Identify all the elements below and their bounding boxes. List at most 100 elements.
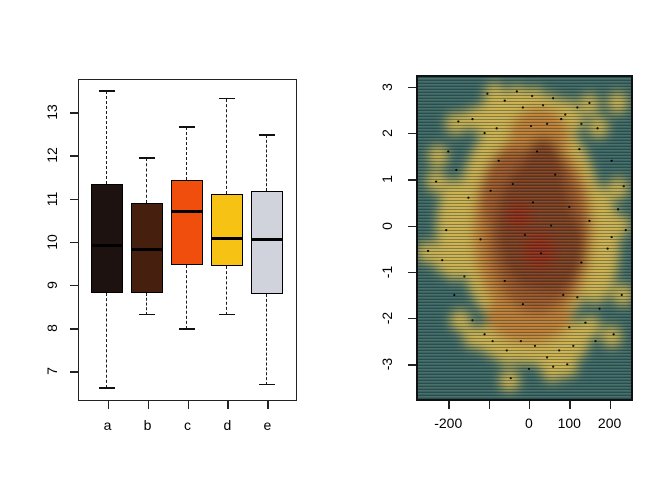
scatter-point	[435, 180, 438, 183]
density-x-tick--200	[448, 401, 450, 409]
y-tick-label-8: 8	[44, 324, 60, 333]
scatter-point	[503, 99, 506, 102]
whisker-lower-e	[266, 294, 268, 385]
scatter-point	[445, 229, 448, 232]
whisker-upper-d	[226, 98, 228, 195]
scatter-point	[606, 247, 609, 250]
staple-high-d	[218, 97, 235, 100]
y-tick-11	[70, 198, 78, 200]
scatter-point	[523, 233, 527, 236]
density-y-tick-label--2: -2	[379, 311, 395, 325]
whisker-upper-a	[106, 90, 108, 184]
scatter-point	[511, 182, 514, 185]
scatter-point	[541, 104, 545, 107]
x-tick-label-d: d	[223, 417, 232, 433]
scatter-point	[624, 229, 627, 232]
density-y-tick-label-0: 0	[379, 221, 395, 230]
scatter-point	[576, 296, 579, 299]
y-tick-label-12: 12	[44, 147, 60, 164]
scatter-point	[509, 377, 512, 380]
scatter-point	[515, 90, 518, 93]
staple-low-e	[258, 383, 275, 386]
density-satellite-blob-18	[601, 325, 623, 348]
scatter-point	[552, 365, 555, 368]
density-y-tick-3	[408, 86, 416, 89]
scatter-point	[533, 344, 537, 347]
scatter-point	[588, 101, 591, 105]
scatter-point	[610, 235, 613, 239]
scatter-point	[531, 201, 535, 204]
density-blob-peak-13	[505, 202, 532, 231]
scatter-point	[596, 127, 599, 130]
scatter-point	[521, 106, 524, 109]
scatter-point	[580, 261, 583, 264]
density-satellite-blob-32	[556, 355, 578, 378]
scatter-point	[489, 189, 492, 192]
whisker-upper-c	[186, 127, 188, 180]
scatter-point	[576, 106, 579, 109]
staple-low-a	[98, 387, 115, 389]
scatter-point	[463, 275, 466, 278]
density-x-tick-0	[528, 401, 531, 409]
scatter-point	[467, 196, 470, 199]
staple-low-d	[218, 313, 235, 316]
whisker-lower-a	[106, 292, 108, 388]
scatter-point	[426, 249, 430, 253]
scatter-point	[529, 124, 533, 128]
y-tick-13	[70, 112, 78, 114]
staple-low-b	[138, 313, 155, 316]
density-satellite-blob-11	[427, 145, 449, 168]
density-blob-level1-4	[436, 179, 473, 282]
scatter-point	[554, 173, 557, 176]
scatter-point	[447, 150, 450, 153]
scatter-point	[566, 363, 569, 366]
scatter-point	[453, 293, 456, 297]
staple-low-c	[178, 328, 195, 330]
scatter-point	[560, 118, 563, 121]
staple-high-e	[258, 134, 275, 137]
scatter-point	[505, 349, 508, 352]
y-tick-label-7: 7	[44, 367, 60, 376]
scatter-point	[594, 340, 597, 343]
whisker-lower-b	[146, 292, 148, 315]
density-satellite-blob-15	[607, 177, 629, 200]
density-x-tick-label-200: 200	[597, 415, 622, 431]
boxplot-panel	[78, 79, 297, 401]
scatter-point	[620, 293, 623, 297]
y-tick-12	[70, 155, 78, 157]
staple-high-c	[178, 126, 195, 128]
scatter-point	[527, 367, 531, 371]
density-satellite-blob-31	[499, 369, 521, 392]
scatter-point	[479, 238, 482, 241]
density-x-tick--100	[488, 401, 490, 409]
y-tick-label-9: 9	[44, 281, 60, 289]
box-d	[210, 194, 243, 267]
density-satellite-blob-6	[607, 91, 629, 115]
staple-high-b	[138, 157, 155, 159]
x-tick-c	[187, 401, 189, 409]
scatter-point	[578, 148, 581, 151]
y-tick-label-11: 11	[44, 191, 60, 206]
scatter-point	[545, 122, 549, 125]
density-y-tick-2	[408, 132, 416, 135]
scatter-point	[535, 150, 539, 153]
scatter-point	[598, 307, 601, 310]
median-d	[210, 236, 243, 241]
scatter-point	[612, 333, 615, 336]
scatter-point	[545, 356, 549, 359]
density-blob-peak-14	[522, 232, 556, 270]
scatter-point	[539, 252, 543, 255]
density-satellite-blob-5	[578, 93, 600, 116]
scatter-point	[483, 333, 486, 336]
scatter-point	[610, 159, 613, 162]
scatter-point	[519, 340, 522, 343]
scatter-point	[486, 92, 489, 95]
whisker-upper-b	[146, 158, 148, 204]
y-tick-10	[70, 241, 78, 244]
staple-high-a	[98, 89, 115, 92]
scatter-point	[441, 259, 444, 262]
scatter-point	[491, 340, 494, 343]
scatter-point	[562, 293, 565, 297]
density-y-tick--1	[408, 271, 416, 274]
